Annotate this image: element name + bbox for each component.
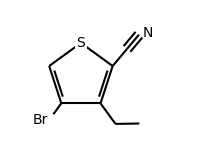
- Text: Br: Br: [33, 113, 48, 127]
- Text: N: N: [142, 26, 153, 40]
- Text: S: S: [77, 36, 85, 50]
